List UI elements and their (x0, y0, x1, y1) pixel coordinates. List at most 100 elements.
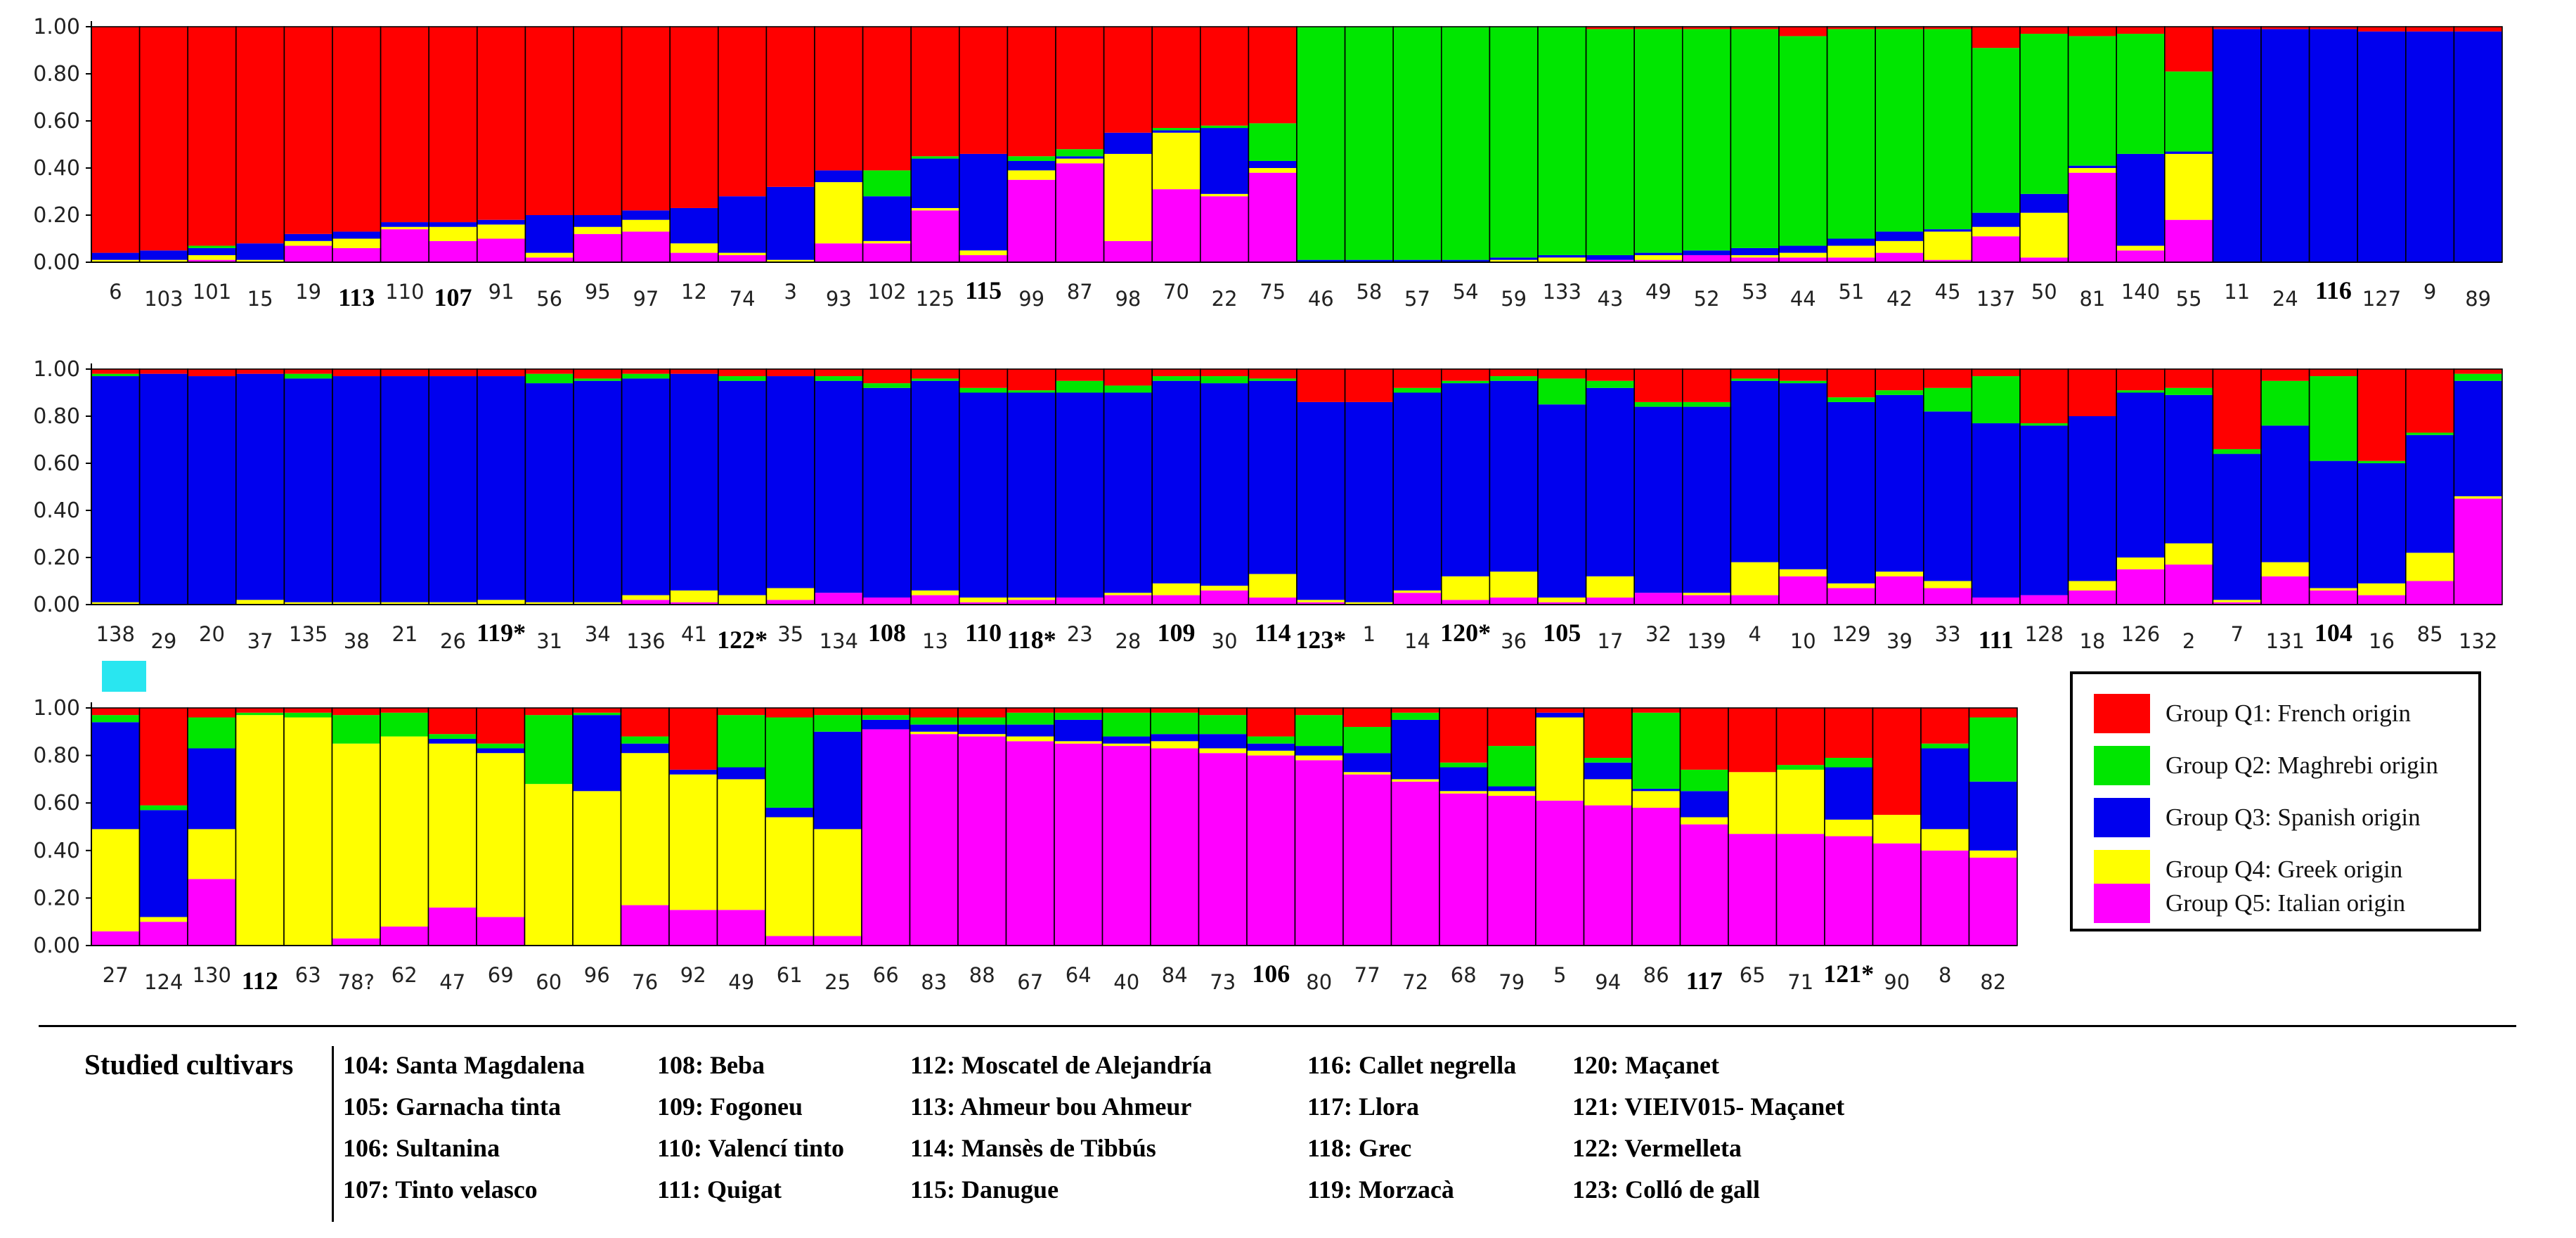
bar-segment-q4 (332, 602, 381, 605)
x-tick-label: 106 (1252, 960, 1290, 988)
bar-segment-q3 (1921, 748, 1969, 830)
bar-segment-q5 (1875, 252, 1924, 262)
x-tick-label: 60 (536, 970, 562, 994)
bar-segment-q4 (2020, 212, 2069, 258)
bar-segment-q5 (1391, 781, 1439, 946)
bar-segment-q1 (1439, 708, 1488, 763)
bar-segment-q4 (1538, 257, 1586, 262)
bar-segment-q2 (1538, 378, 1586, 405)
bar-segment-q3 (670, 207, 718, 244)
bar-segment-q3 (2020, 425, 2069, 595)
bar-segment-q1 (765, 708, 814, 718)
bar-segment-q4 (2068, 168, 2117, 173)
bar-segment-q5 (1972, 236, 2020, 262)
bar-segment-q3 (1297, 259, 1345, 262)
bar-segment-q3 (1200, 383, 1249, 586)
bar-segment-q1 (477, 369, 526, 377)
bar-segment-q4 (429, 226, 477, 241)
bar-segment-q1 (718, 369, 767, 377)
cultivar-column-1: 104: Santa Magdalena 105: Garnacha tinta… (343, 1047, 585, 1213)
bar-segment-q2 (188, 245, 236, 248)
bar-segment-q2 (1007, 156, 1056, 161)
bar-segment-q3 (1391, 719, 1439, 780)
bar-segment-q1 (2454, 369, 2502, 374)
bar-segment-q1 (188, 369, 236, 377)
bar-segment-q5 (1827, 588, 1876, 605)
bar-segment-q3 (428, 738, 477, 744)
bar-segment-q3 (2357, 31, 2406, 262)
bar-segment-q1 (2213, 369, 2261, 449)
bar-segment-q1 (958, 708, 1007, 718)
bar-segment-q5 (2020, 595, 2069, 605)
bar-segment-q4 (670, 243, 718, 253)
bar-segment-q3 (862, 196, 912, 241)
bar-segment-q1 (91, 369, 140, 374)
x-tick-label: 50 (2031, 280, 2057, 304)
bar-segment-q5 (1295, 760, 1343, 946)
bar-segment-q3 (1875, 394, 1924, 572)
bar-segment-q2 (910, 717, 958, 725)
bar-segment-q1 (525, 369, 574, 374)
bar-segment-q5 (2261, 576, 2310, 605)
bar-segment-q3 (1634, 252, 1683, 255)
x-tick-label: 89 (2465, 287, 2491, 311)
x-tick-label: 31 (536, 629, 562, 653)
bar-segment-q4 (1923, 231, 1972, 260)
bar-segment-q1 (1152, 369, 1200, 377)
bar-segment-q3 (1779, 245, 1827, 253)
bar-segment-q4 (139, 917, 188, 922)
bar-segment-q5 (2357, 595, 2406, 605)
bar-segment-q5 (1972, 597, 2020, 605)
bar-segment-q4 (2116, 557, 2165, 569)
bar-segment-q1 (1391, 708, 1439, 713)
bar-segment-q2 (1730, 29, 1779, 248)
bar-segment-q3 (766, 376, 815, 588)
bar-segment-q4 (91, 829, 140, 931)
bar-segment-q5 (1103, 595, 1153, 605)
bar-segment-q5 (1343, 774, 1392, 946)
bar-segment-q1 (1872, 708, 1921, 815)
x-tick-label: 33 (1935, 622, 1961, 646)
bar-segment-q1 (1103, 369, 1153, 386)
bar-segment-q2 (1827, 397, 1876, 402)
bar-segment-q1 (621, 708, 669, 737)
bar-segment-q2 (1439, 762, 1488, 768)
x-tick-label: 107 (434, 283, 472, 311)
bar-segment-q5 (1006, 741, 1054, 946)
bar-segment-q3 (1200, 128, 1249, 194)
bar-segment-q5 (1441, 600, 1490, 605)
x-tick-label: 117 (1686, 967, 1723, 995)
bar-segment-q3 (1827, 401, 1876, 583)
bar-segment-q1 (332, 369, 381, 377)
bar-segment-q3 (284, 378, 332, 602)
bar-segment-q1 (621, 27, 671, 211)
x-tick-label: 46 (1308, 287, 1334, 311)
bar-segment-q2 (765, 717, 814, 808)
x-tick-label: 140 (2121, 280, 2160, 304)
bar-segment-q5 (2309, 590, 2358, 605)
bar-segment-q3 (1345, 259, 1394, 262)
bar-segment-q2 (1584, 757, 1632, 763)
x-tick-label: 11 (2224, 280, 2250, 304)
bar-segment-q3 (1586, 254, 1635, 260)
bar-segment-q4 (525, 252, 574, 258)
x-tick-label: 7 (2230, 622, 2243, 646)
x-tick-label: 101 (193, 280, 231, 304)
bar-segment-q4 (1489, 572, 1538, 598)
x-tick-label: 76 (632, 970, 658, 994)
bar-segment-q2 (1152, 376, 1200, 381)
bar-segment-q5 (1776, 834, 1825, 946)
bar-segment-q4 (477, 224, 526, 239)
bar-segment-q4 (1247, 750, 1295, 756)
bar-segment-q4 (1827, 583, 1876, 588)
y-tick-label: 0.40 (33, 498, 80, 523)
bar-segment-q4 (139, 259, 188, 262)
bar-segment-q3 (573, 715, 621, 792)
bar-segment-q4 (332, 743, 380, 939)
x-tick-label: 22 (1212, 287, 1238, 311)
bar-segment-q2 (1441, 27, 1490, 260)
bar-segment-q5 (332, 247, 381, 262)
bar-segment-q1 (1923, 27, 1972, 30)
bar-segment-q5 (1487, 796, 1536, 946)
x-tick-label: 42 (1886, 287, 1912, 311)
